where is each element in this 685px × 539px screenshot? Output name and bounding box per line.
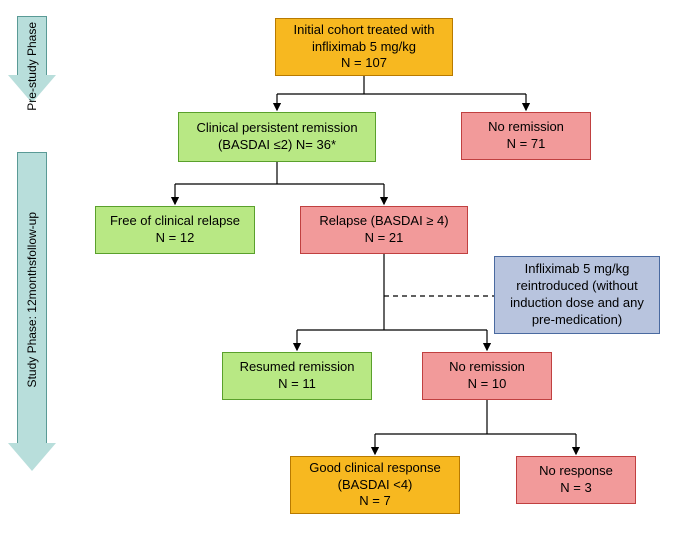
node-resumed-remission: Resumed remissionN = 11 (222, 352, 372, 400)
node-initial-cohort: Initial cohort treated withinfliximab 5 … (275, 18, 453, 76)
node-good-response: Good clinical response(BASDAI <4)N = 7 (290, 456, 460, 514)
node-reintroduced: Infliximab 5 mg/kgreintroduced (withouti… (494, 256, 660, 334)
node-text: No remissionN = 71 (488, 119, 564, 153)
study-phase-label: Study Phase: 12monthsfollow-up (25, 212, 39, 387)
node-text: Clinical persistent remission(BASDAI ≤2)… (196, 120, 357, 154)
node-text: Free of clinical relapseN = 12 (110, 213, 240, 247)
pre-study-phase-label: Pre-study Phase (25, 22, 39, 111)
node-text: Relapse (BASDAI ≥ 4)N = 21 (319, 213, 448, 247)
node-text: Infliximab 5 mg/kgreintroduced (withouti… (510, 261, 644, 329)
node-text: Good clinical response(BASDAI <4)N = 7 (309, 460, 441, 511)
pre-study-phase-arrow: Pre-study Phase (8, 16, 56, 103)
node-text: Resumed remissionN = 11 (240, 359, 355, 393)
node-no-remission2: No remissionN = 10 (422, 352, 552, 400)
node-clinical-remission: Clinical persistent remission(BASDAI ≤2)… (178, 112, 376, 162)
node-text: No responseN = 3 (539, 463, 613, 497)
node-no-response: No responseN = 3 (516, 456, 636, 504)
node-relapse: Relapse (BASDAI ≥ 4)N = 21 (300, 206, 468, 254)
node-text: No remissionN = 10 (449, 359, 525, 393)
study-phase-arrow: Study Phase: 12monthsfollow-up (8, 152, 56, 471)
node-free-of-relapse: Free of clinical relapseN = 12 (95, 206, 255, 254)
node-no-remission: No remissionN = 71 (461, 112, 591, 160)
node-text: Initial cohort treated withinfliximab 5 … (294, 22, 435, 73)
